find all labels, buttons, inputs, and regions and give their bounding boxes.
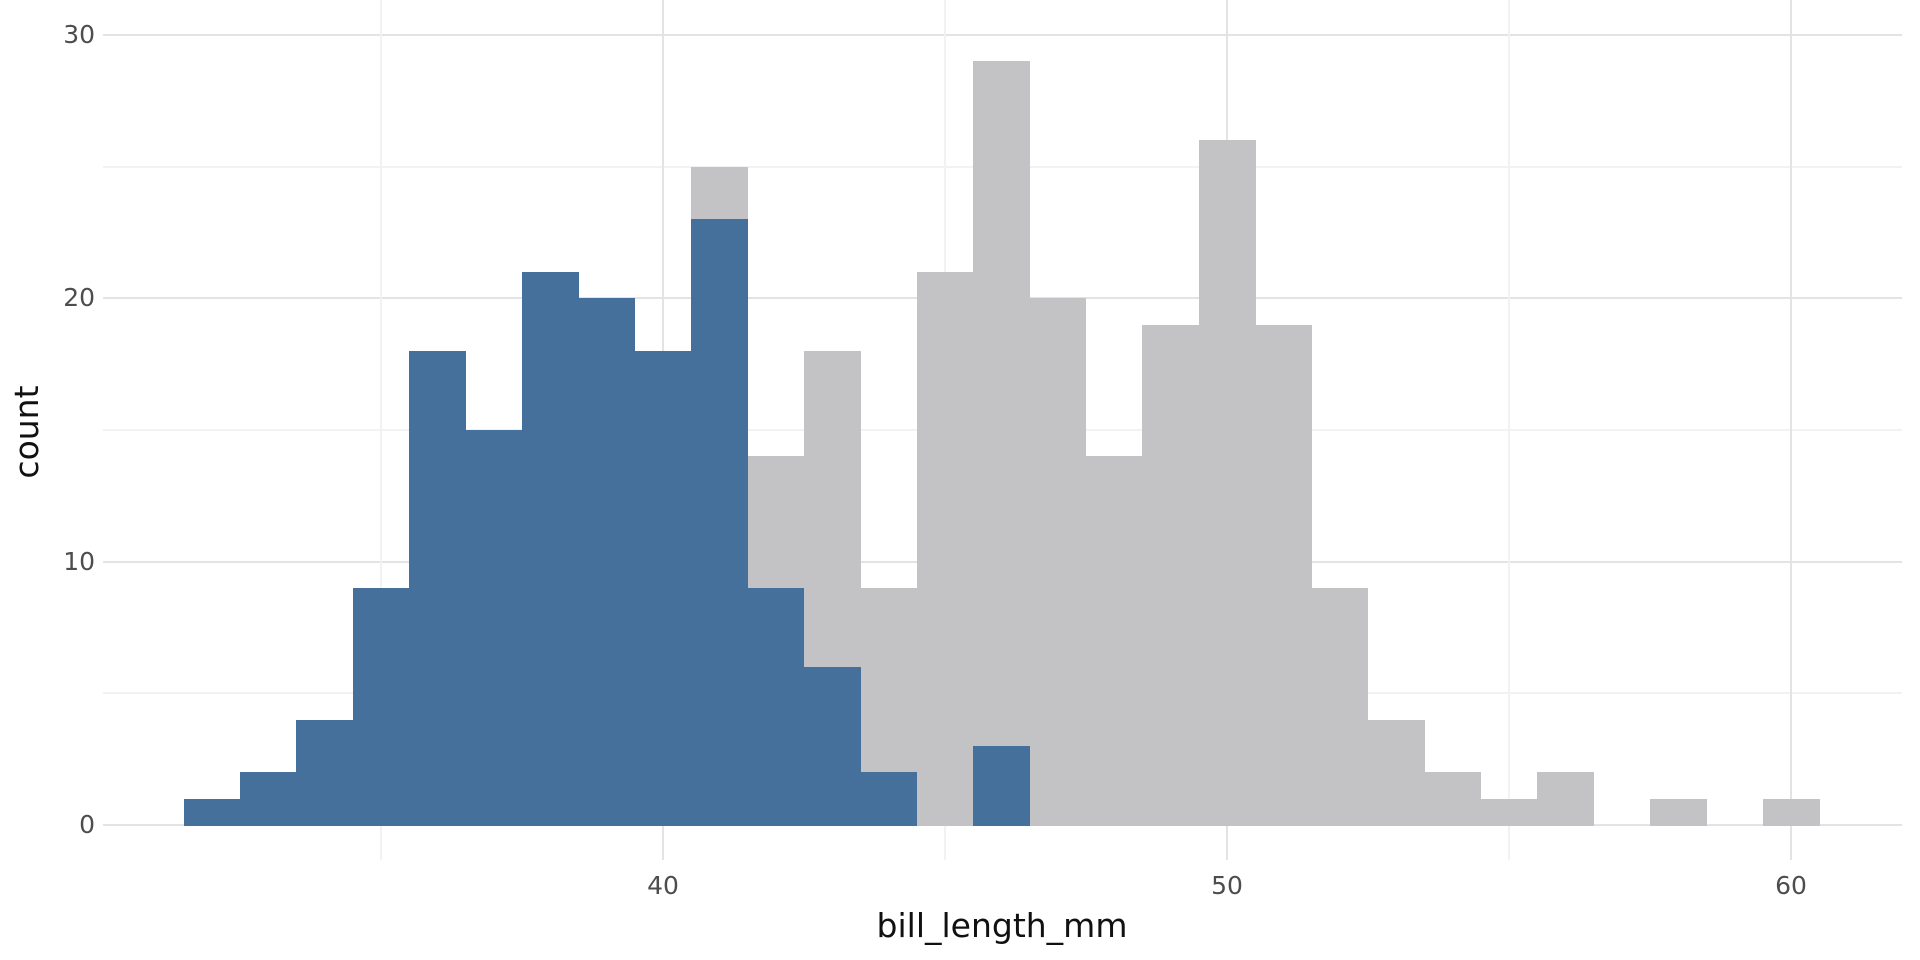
histogram-bar-gray (1255, 324, 1313, 826)
x-tick-label: 50 (1211, 871, 1243, 900)
histogram-bar-blue (240, 772, 297, 826)
y-tick-label: 20 (63, 283, 95, 313)
histogram-bar-blue (578, 298, 636, 826)
histogram-bar-blue (183, 798, 241, 826)
histogram-bar-gray (1537, 772, 1595, 826)
x-tick-label: 40 (647, 871, 679, 900)
histogram-bar-blue (522, 272, 579, 826)
histogram-bar-blue (804, 667, 861, 826)
y-tick-label: 0 (79, 810, 95, 839)
histogram-bar-gray (1311, 588, 1369, 826)
histogram-bar-blue (860, 772, 918, 826)
histogram-bar-gray (1480, 798, 1538, 826)
histogram-bar-blue (747, 588, 805, 826)
histogram-bar-gray (1650, 798, 1707, 826)
histogram-bar-gray (1142, 324, 1200, 826)
x-tick-label: 60 (1775, 871, 1807, 900)
gridline-minor-x (1508, 0, 1510, 860)
y-tick-label: 30 (63, 20, 95, 49)
y-axis-title: count (7, 385, 46, 479)
histogram-bar-blue (296, 719, 354, 826)
x-axis-title: bill_length_mm (876, 906, 1128, 945)
gridline-major-y (103, 34, 1902, 36)
histogram-bar-blue (634, 351, 692, 826)
histogram-bar-blue (691, 219, 749, 826)
histogram-bar-gray (1762, 798, 1820, 826)
histogram-bar-gray (1368, 719, 1425, 826)
histogram-bar-blue (465, 430, 523, 826)
histogram-bar-blue (352, 588, 410, 826)
histogram-bar-gray (1198, 140, 1256, 826)
histogram-bar-blue (973, 746, 1031, 826)
y-tick-label: 10 (63, 546, 95, 576)
histogram-bar-gray (1029, 298, 1087, 826)
gridline-major-x (1790, 0, 1792, 860)
histogram-bar-gray (1086, 456, 1143, 826)
histogram-bar-blue (409, 351, 467, 826)
histogram-bar-gray (916, 272, 974, 826)
gridline-minor-x (380, 0, 382, 860)
histogram-bar-gray (973, 61, 1031, 826)
histogram-bar-gray (1424, 772, 1482, 826)
